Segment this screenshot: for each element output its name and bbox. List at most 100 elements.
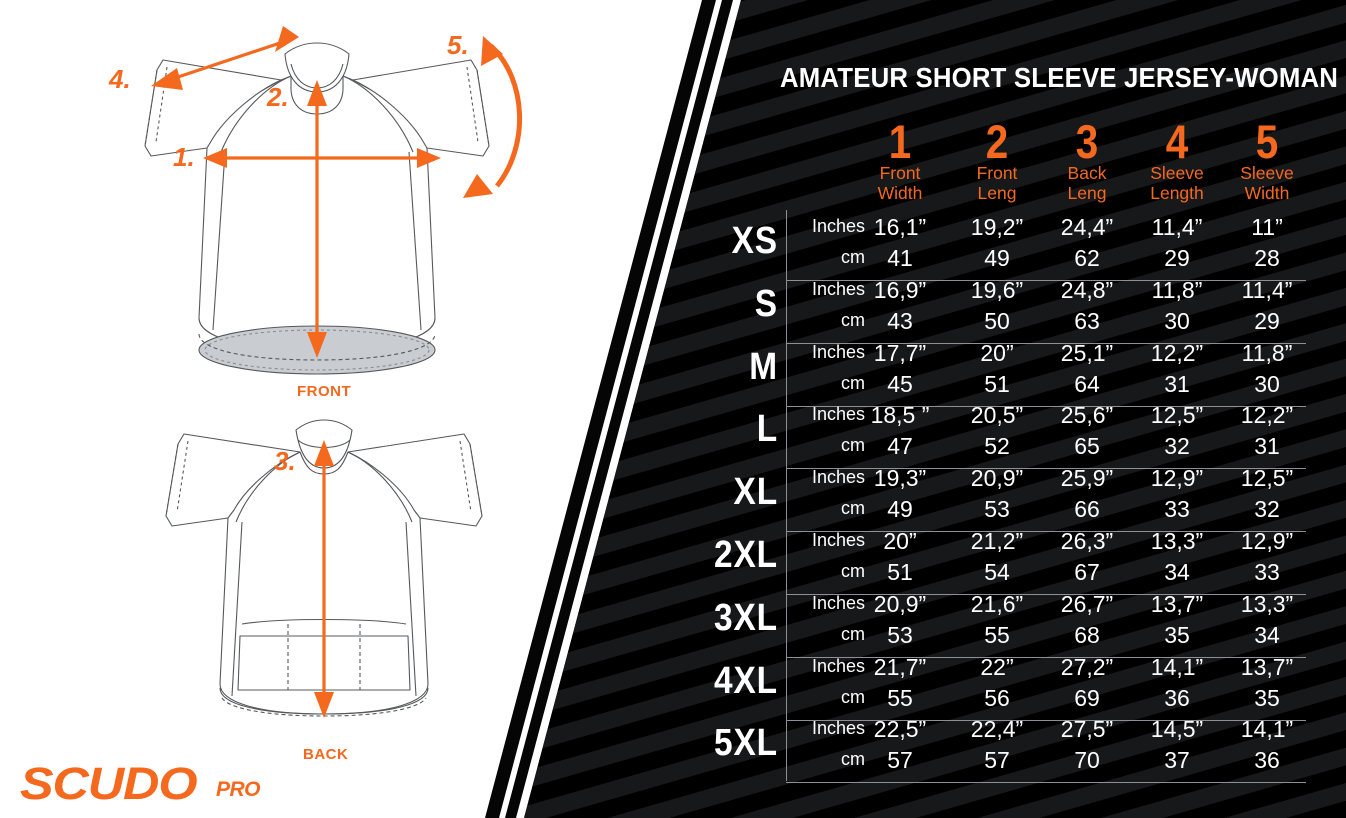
unit-label-cm: cm — [841, 749, 865, 770]
column-number-3: 3 — [1075, 115, 1099, 168]
cell-xl-inches-3: 25,9” — [1060, 465, 1114, 492]
cell-3xl-inches-2: 21,6” — [970, 590, 1024, 617]
cell-4xl-cm-3: 69 — [1074, 684, 1100, 711]
column-label-2: Front Leng — [976, 163, 1018, 203]
cell-3xl-inches-1: 20,9” — [873, 590, 927, 617]
column-header-1: 1 Front Width — [845, 118, 955, 204]
unit-label-cm: cm — [841, 247, 865, 267]
cell-m-inches-4: 12,2” — [1150, 339, 1204, 366]
back-view-label: BACK — [303, 746, 349, 763]
cell-l-inches-5: 12,2” — [1240, 402, 1294, 429]
unit-label-inches: Inches — [811, 467, 865, 488]
cell-5xl-inches-1: 22,5” — [873, 716, 927, 743]
cell-xs-inches-5: 11” — [1251, 214, 1283, 240]
cell-xs-inches-1: 16,1” — [873, 214, 927, 240]
cell-s-cm-3: 63 — [1074, 307, 1100, 334]
chart-title: AMATEUR SHORT SLEEVE JERSEY-WOMAN — [780, 62, 1339, 93]
cell-3xl-cm-4: 35 — [1164, 621, 1190, 648]
unit-label-cm: cm — [841, 435, 865, 456]
cell-l-inches-4: 12,5” — [1150, 402, 1204, 429]
cell-m-inches-5: 11,8” — [1241, 339, 1293, 366]
unit-label-cm: cm — [841, 623, 865, 644]
cell-5xl-cm-3: 70 — [1074, 747, 1100, 774]
cell-s-inches-2: 19,6” — [970, 276, 1024, 303]
cell-xs-inches-3: 24,4” — [1060, 214, 1114, 240]
cell-5xl-cm-2: 57 — [984, 747, 1010, 774]
cell-xl-cm-2: 53 — [984, 496, 1010, 523]
marker-label-5: 5. — [447, 30, 469, 60]
column-header-4: 4 Sleeve Length — [1122, 118, 1232, 204]
cell-l-cm-2: 52 — [984, 433, 1010, 460]
unit-label-cm: cm — [841, 561, 865, 581]
unit-label-inches: Inches — [811, 530, 865, 550]
marker-label-1: 1. — [173, 142, 195, 172]
row-divider — [786, 719, 1306, 721]
cell-4xl-cm-2: 56 — [984, 684, 1010, 711]
cell-3xl-cm-1: 53 — [887, 621, 913, 648]
cell-4xl-inches-2: 22” — [980, 653, 1014, 680]
unit-label-inches: Inches — [811, 341, 865, 362]
unit-label-inches: Inches — [811, 655, 865, 676]
unit-label-inches: Inches — [811, 592, 865, 613]
cell-l-cm-4: 32 — [1164, 433, 1190, 460]
row-divider — [786, 531, 1306, 533]
cell-l-inches-2: 20,5” — [970, 402, 1024, 429]
cell-xl-inches-4: 12,9” — [1150, 465, 1204, 492]
size-label-s: S — [754, 282, 778, 325]
column-label-5: Sleeve Width — [1240, 163, 1294, 203]
row-divider — [786, 280, 1306, 281]
unit-column-divider — [786, 210, 787, 782]
cell-3xl-inches-5: 13,3” — [1240, 590, 1294, 617]
cell-l-cm-5: 31 — [1254, 433, 1280, 460]
brand-suffix: PRO — [216, 778, 261, 801]
cell-s-cm-2: 50 — [984, 307, 1010, 334]
cell-xl-cm-5: 32 — [1254, 496, 1280, 523]
size-label-m: M — [749, 345, 778, 388]
column-header-5: 5 Sleeve Width — [1212, 115, 1322, 204]
cell-s-inches-3: 24,8” — [1060, 276, 1114, 303]
cell-xs-inches-2: 19,2” — [970, 214, 1024, 240]
row-divider — [786, 342, 1306, 344]
cell-m-cm-2: 51 — [984, 370, 1010, 397]
marker-label-2: 2. — [266, 82, 289, 112]
cell-3xl-inches-4: 13,7” — [1150, 590, 1204, 617]
size-label-4xl: 4XL — [714, 659, 778, 702]
column-number-5: 5 — [1255, 115, 1279, 168]
cell-m-cm-3: 64 — [1074, 370, 1100, 397]
size-label-2xl: 2XL — [714, 534, 778, 576]
size-label-5xl: 5XL — [714, 722, 778, 765]
cell-2xl-cm-4: 34 — [1164, 559, 1190, 585]
row-divider — [786, 594, 1306, 595]
cell-m-cm-4: 31 — [1164, 370, 1190, 397]
size-label-xl: XL — [733, 471, 778, 514]
cell-s-cm-1: 43 — [887, 307, 913, 334]
size-label-3xl: 3XL — [714, 596, 778, 639]
marker-label-4: 4. — [108, 64, 131, 94]
cell-2xl-cm-3: 67 — [1074, 559, 1100, 585]
cell-xs-inches-4: 11,4” — [1151, 214, 1203, 240]
column-number-2: 2 — [985, 115, 1009, 168]
cell-4xl-inches-4: 14,1” — [1150, 653, 1204, 680]
cell-xs-cm-4: 29 — [1164, 245, 1190, 271]
cell-2xl-inches-2: 21,2” — [970, 528, 1024, 554]
cell-2xl-inches-3: 26,3” — [1060, 528, 1114, 554]
cell-xl-cm-4: 33 — [1164, 496, 1190, 523]
column-header-3: 3 Back Leng — [1032, 115, 1142, 204]
unit-label-inches: Inches — [811, 278, 865, 299]
row-divider — [786, 468, 1306, 470]
cell-5xl-cm-4: 37 — [1164, 747, 1190, 774]
unit-label-cm: cm — [841, 498, 865, 519]
cell-xl-cm-3: 66 — [1074, 496, 1100, 523]
cell-4xl-cm-1: 55 — [887, 684, 913, 711]
cell-2xl-cm-1: 51 — [887, 559, 913, 585]
front-view-label: FRONT — [297, 383, 352, 400]
unit-label-inches: Inches — [811, 404, 865, 425]
unit-label-cm: cm — [841, 309, 865, 330]
cell-xl-inches-2: 20,9” — [970, 465, 1024, 492]
cell-2xl-inches-5: 12,9” — [1240, 528, 1294, 554]
cell-5xl-inches-4: 14,5” — [1150, 716, 1204, 743]
cell-xs-cm-5: 28 — [1254, 245, 1280, 271]
cell-xs-cm-3: 62 — [1074, 245, 1100, 271]
cell-5xl-cm-5: 36 — [1254, 747, 1280, 774]
cell-m-cm-5: 30 — [1254, 370, 1280, 397]
